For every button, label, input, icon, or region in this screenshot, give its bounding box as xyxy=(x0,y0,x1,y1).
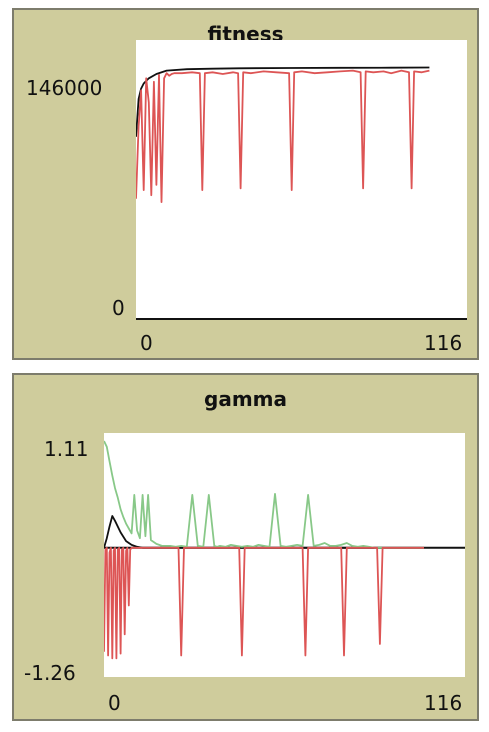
x-min-label: 0 xyxy=(140,331,153,355)
gamma-chart-panel: gamma 1.11 -1.26 0 116 xyxy=(12,373,479,721)
series-line-1 xyxy=(104,440,424,549)
series-line-2 xyxy=(104,546,424,660)
y-max-label: 1.11 xyxy=(44,437,89,461)
gamma-plot-svg xyxy=(104,440,465,660)
x-max-label: 116 xyxy=(424,331,463,355)
series-line-1 xyxy=(136,69,430,204)
y-min-label: -1.26 xyxy=(24,661,76,685)
chart-title: gamma xyxy=(204,387,287,411)
x-min-label: 0 xyxy=(108,691,121,715)
y-max-label: 146000 xyxy=(26,76,103,100)
series-line-0 xyxy=(136,66,430,137)
y-min-label: 0 xyxy=(112,296,125,320)
x-max-label: 116 xyxy=(424,691,463,715)
fitness-chart-panel: fitness 146000 0 0 116 xyxy=(12,8,479,360)
plot-area xyxy=(104,433,465,677)
series-line-0 xyxy=(104,515,424,549)
fitness-plot-svg xyxy=(136,66,467,320)
plot-area xyxy=(136,40,467,320)
